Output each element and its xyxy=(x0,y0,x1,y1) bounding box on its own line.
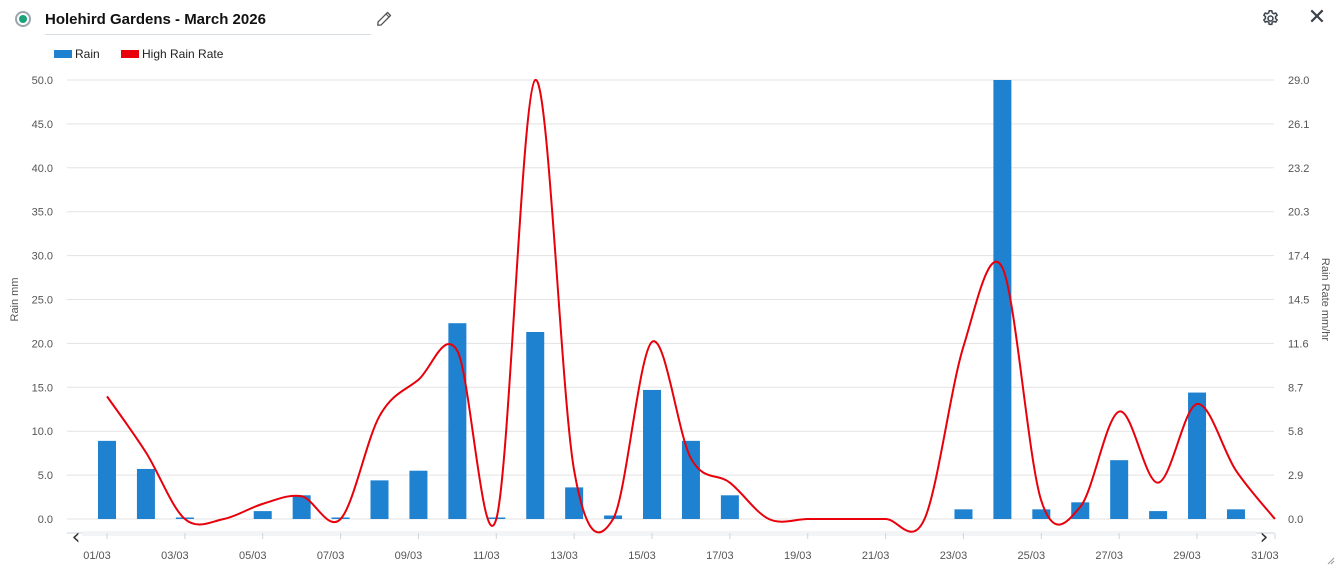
x-tick-label: 11/03 xyxy=(473,550,500,562)
rain-bar[interactable] xyxy=(292,495,311,519)
rain-bar[interactable] xyxy=(1071,502,1090,519)
x-tick-label: 25/03 xyxy=(1018,550,1046,562)
y-tick-label: 5.0 xyxy=(38,470,53,482)
rain-bar[interactable] xyxy=(954,509,973,519)
x-tick-label: 27/03 xyxy=(1095,550,1123,562)
rain-bar[interactable] xyxy=(370,480,389,519)
legend-swatch-high-rain-rate xyxy=(121,50,139,58)
x-tick-label: 05/03 xyxy=(239,550,267,562)
gear-icon[interactable] xyxy=(1261,9,1280,28)
rain-bar[interactable] xyxy=(993,80,1012,519)
y2-tick-label: 8.7 xyxy=(1288,382,1303,394)
y2-tick-label: 0.0 xyxy=(1288,514,1303,526)
legend-label-rain: Rain xyxy=(75,47,100,61)
resize-grip-icon[interactable] xyxy=(1327,557,1335,565)
rain-bar[interactable] xyxy=(526,331,545,519)
y2-tick-label: 29.0 xyxy=(1288,75,1309,87)
x-tick-label: 13/03 xyxy=(550,550,578,562)
rain-bar[interactable] xyxy=(1032,509,1051,519)
rain-bar[interactable] xyxy=(136,468,155,519)
x-tick-label: 29/03 xyxy=(1173,550,1201,562)
status-dot-icon xyxy=(15,11,31,27)
y-tick-label: 0.0 xyxy=(38,514,53,526)
scrollbar-track[interactable] xyxy=(82,531,1256,536)
y2-tick-label: 14.5 xyxy=(1288,295,1309,307)
chevron-left-icon[interactable]: ‹ xyxy=(72,525,81,550)
y-tick-label: 30.0 xyxy=(32,251,53,263)
legend-label-high-rain-rate: High Rain Rate xyxy=(142,47,224,61)
close-icon[interactable]: ✕ xyxy=(1307,4,1327,29)
rain-bar[interactable] xyxy=(253,511,272,519)
y-tick-label: 35.0 xyxy=(32,207,53,219)
y-tick-label: 25.0 xyxy=(32,295,53,307)
y2-tick-label: 26.1 xyxy=(1288,119,1309,131)
rain-chart: 0.0 5.0 10.0 15.0 20.0 25.0 30.0 35.0 40.0 45.0 50… xyxy=(9,75,1331,562)
chart-title[interactable]: Holehird Gardens - March 2026 xyxy=(45,11,266,28)
y-tick-label: 10.0 xyxy=(32,426,53,438)
y-tick-label: 45.0 xyxy=(32,119,53,131)
rain-bar[interactable] xyxy=(1149,511,1168,519)
x-tick-label: 15/03 xyxy=(628,550,656,562)
y-tick-label: 20.0 xyxy=(32,338,53,350)
x-tick-label: 19/03 xyxy=(784,550,812,562)
x-tick-label: 07/03 xyxy=(317,550,345,562)
y2-tick-label: 17.4 xyxy=(1288,251,1309,263)
y-tick-label: 50.0 xyxy=(32,75,53,87)
chevron-right-icon[interactable]: › xyxy=(1260,525,1269,550)
high-rain-rate-line[interactable] xyxy=(106,78,1276,534)
rain-bar[interactable] xyxy=(1110,460,1129,519)
y2-tick-label: 2.9 xyxy=(1288,470,1303,482)
rain-bar[interactable] xyxy=(409,470,428,519)
title-field[interactable]: Holehird Gardens - March 2026 xyxy=(45,8,371,35)
rain-bar[interactable] xyxy=(448,323,467,519)
x-tick-label: 31/03 xyxy=(1251,550,1279,562)
rain-bar[interactable] xyxy=(98,440,116,519)
rain-bar[interactable] xyxy=(681,440,700,519)
x-tick-label: 09/03 xyxy=(395,550,423,562)
x-tick-label: 01/03 xyxy=(83,550,111,562)
chart-header: Holehird Gardens - March 2026 ✕ xyxy=(0,0,1337,44)
legend-swatch-rain xyxy=(54,50,72,58)
rain-bar[interactable] xyxy=(720,495,739,519)
y-tick-label: 15.0 xyxy=(32,382,53,394)
y2-tick-label: 20.3 xyxy=(1288,207,1309,219)
y2-tick-label: 23.2 xyxy=(1288,163,1309,175)
y2-tick-label: 5.8 xyxy=(1288,426,1303,438)
rain-bar[interactable] xyxy=(1188,392,1207,519)
y2-axis-title: Rain Rate mm/hr xyxy=(1319,258,1331,341)
rain-bar[interactable] xyxy=(643,389,662,519)
y2-tick-label: 11.6 xyxy=(1288,338,1309,350)
y-axis-title: Rain mm xyxy=(9,277,21,321)
rain-bar[interactable] xyxy=(1226,509,1245,519)
x-tick-label: 03/03 xyxy=(161,550,189,562)
pencil-icon[interactable] xyxy=(376,11,392,27)
x-tick-label: 23/03 xyxy=(940,550,968,562)
y-tick-label: 40.0 xyxy=(32,163,53,175)
x-tick-label: 21/03 xyxy=(862,550,890,562)
x-tick-label: 17/03 xyxy=(706,550,734,562)
